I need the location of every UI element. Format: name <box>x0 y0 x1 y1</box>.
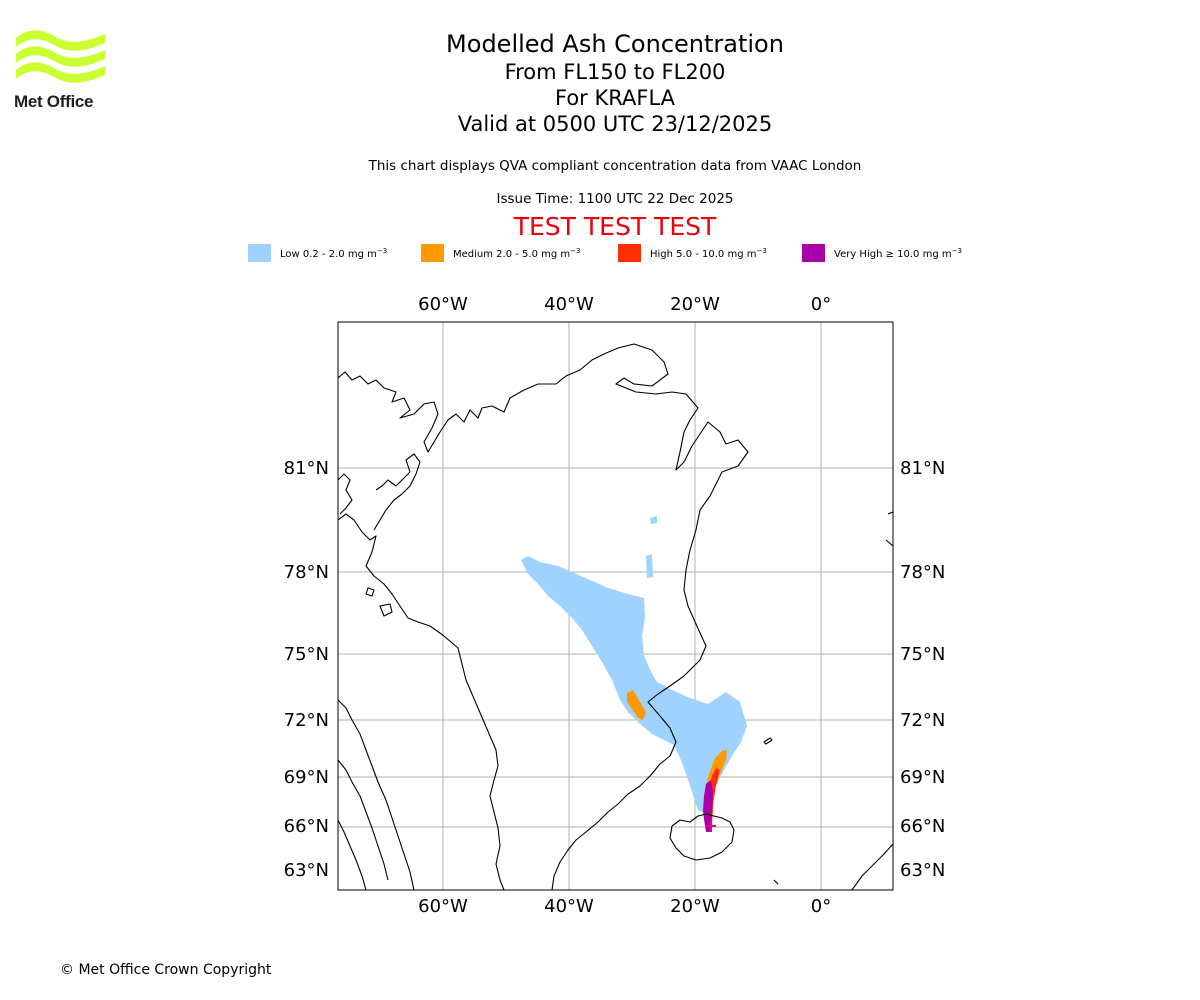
lat-label-left-75n: 75°N <box>284 644 329 665</box>
copyright-notice: © Met Office Crown Copyright <box>60 962 272 978</box>
issue-time: Issue Time: 1100 UTC 22 Dec 2025 <box>496 191 734 207</box>
chart-title-block: Modelled Ash Concentration From FL150 to… <box>315 30 915 137</box>
lat-label-right-78n: 78°N <box>900 562 945 583</box>
lat-label-right-75n: 75°N <box>900 644 945 665</box>
lat-label-left-66n: 66°N <box>284 816 329 837</box>
lon-label-top-0: 0° <box>811 294 831 315</box>
volcano-name: For KRAFLA <box>555 86 675 110</box>
lat-label-right-72n: 72°N <box>900 710 945 731</box>
lat-label-right-81n: 81°N <box>900 458 945 479</box>
lon-label-bottom-60w: 60°W <box>418 896 468 917</box>
lon-label-bottom-20w: 20°W <box>670 896 720 917</box>
legend-label-very-high: Very High ≥ 10.0 mg m−3 <box>834 246 962 260</box>
chart-title: Modelled Ash Concentration <box>446 30 784 58</box>
canada-coastline <box>338 699 415 890</box>
concentration-legend: Low 0.2 - 2.0 mg m−3 Medium 2.0 - 5.0 mg… <box>0 244 1200 264</box>
legend-swatch-medium <box>421 244 444 262</box>
test-banner: TEST TEST TEST <box>513 212 717 241</box>
lat-label-left-78n: 78°N <box>284 562 329 583</box>
iceland-coastline <box>669 813 735 861</box>
legend-label-high: High 5.0 - 10.0 mg m−3 <box>650 246 767 260</box>
lat-label-right-63n: 63°N <box>900 860 945 881</box>
legend-swatch-low <box>248 244 271 262</box>
legend-item-very-high: Very High ≥ 10.0 mg m−3 <box>802 244 962 262</box>
lon-label-bottom-40w: 40°W <box>544 896 594 917</box>
lat-label-left-63n: 63°N <box>284 860 329 881</box>
met-office-logo-text: Met Office <box>14 92 94 111</box>
flight-level-range: From FL150 to FL200 <box>504 60 726 84</box>
legend-label-medium: Medium 2.0 - 5.0 mg m−3 <box>453 246 581 260</box>
volcano-marker <box>706 820 716 832</box>
legend-item-medium: Medium 2.0 - 5.0 mg m−3 <box>421 244 580 262</box>
lon-label-bottom-0: 0° <box>811 896 831 917</box>
lon-label-top-40w: 40°W <box>544 294 594 315</box>
valid-time: Valid at 0500 UTC 23/12/2025 <box>457 112 773 136</box>
lat-label-right-69n: 69°N <box>900 767 945 788</box>
greenland-coastline <box>338 343 749 890</box>
lat-label-left-69n: 69°N <box>284 767 329 788</box>
map-frame <box>337 321 894 891</box>
greenland-west-coast <box>338 513 505 890</box>
legend-swatch-very-high <box>802 244 825 262</box>
legend-item-high: High 5.0 - 10.0 mg m−3 <box>618 244 767 262</box>
met-office-logo: Met Office <box>14 30 106 111</box>
ash-low-area <box>521 516 747 812</box>
lat-label-left-72n: 72°N <box>284 710 329 731</box>
ash-very-high-area <box>703 780 713 832</box>
lon-label-top-60w: 60°W <box>418 294 468 315</box>
lon-label-top-20w: 20°W <box>670 294 720 315</box>
legend-swatch-high <box>618 244 641 262</box>
legend-item-low: Low 0.2 - 2.0 mg m−3 <box>248 244 387 262</box>
coastlines <box>338 343 893 890</box>
lat-label-left-81n: 81°N <box>284 458 329 479</box>
legend-label-low: Low 0.2 - 2.0 mg m−3 <box>280 246 388 260</box>
met-office-waves-icon <box>16 30 105 83</box>
qva-note: This chart displays QVA compliant concen… <box>368 158 862 174</box>
lat-label-right-66n: 66°N <box>900 816 945 837</box>
